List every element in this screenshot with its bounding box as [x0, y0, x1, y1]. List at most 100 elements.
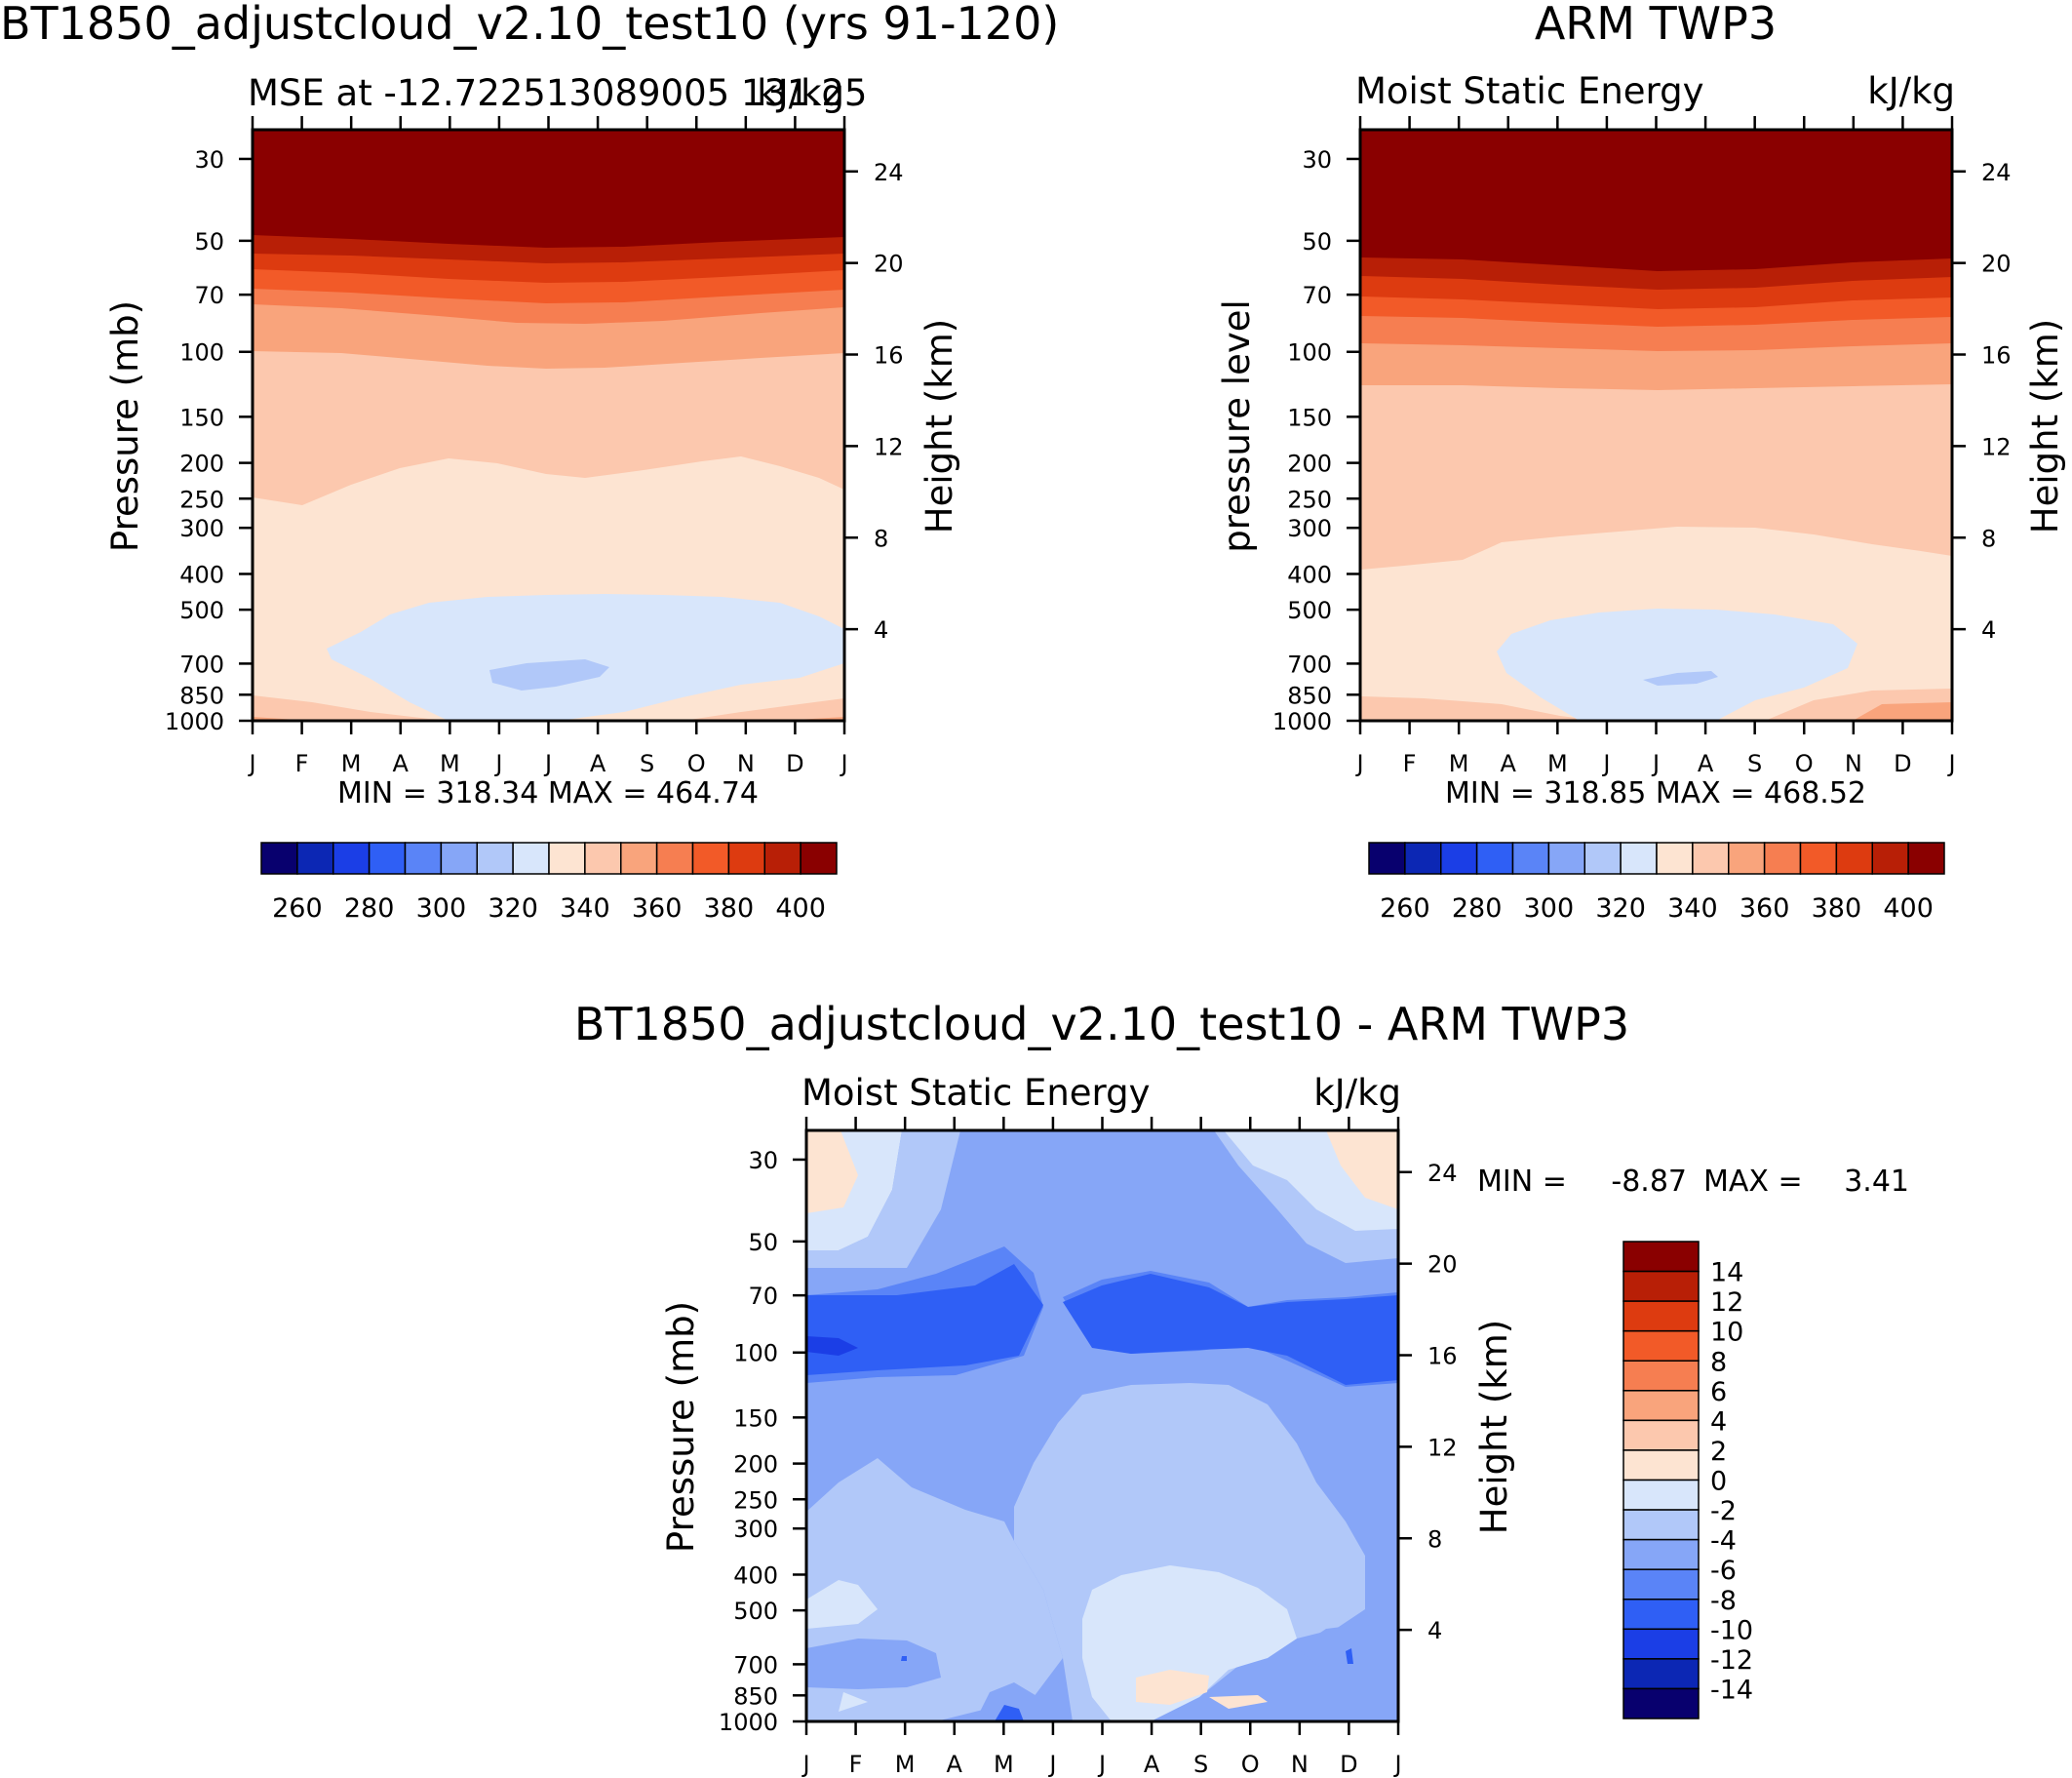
x-tick-label: S: [1747, 750, 1762, 777]
x-tick-label: J: [543, 750, 552, 777]
colorbar-label: 380: [1812, 893, 1862, 924]
colorbar-swatch: [655, 842, 694, 875]
x-tick-label: O: [1795, 750, 1814, 777]
band-320-330: [327, 594, 844, 721]
colorbar-label: 0: [1710, 1467, 1727, 1497]
colorbar-swatch: [1368, 842, 1406, 875]
panel-model: BT1850_adjustcloud_v2.10_test10 (yrs 91-…: [0, 0, 1059, 924]
obs-units: kJ/kg: [1867, 70, 1955, 112]
y-tick-label: 850: [1287, 682, 1332, 709]
colorbar-label: 8: [1710, 1347, 1727, 1377]
x-tick-label: O: [1241, 1751, 1260, 1778]
colorbar-swatch: [1622, 1568, 1700, 1600]
x-tick-label: N: [1291, 1751, 1309, 1778]
y2-tick-label: 4: [1427, 1617, 1442, 1644]
colorbar-label: 320: [488, 893, 538, 924]
model-title: BT1850_adjustcloud_v2.10_test10 (yrs 91-…: [0, 0, 1059, 50]
band-310-320: [1643, 671, 1718, 686]
colorbar-swatch: [1622, 1599, 1700, 1631]
band-above-400: [1360, 130, 1952, 271]
y-tick-label: 700: [733, 1651, 778, 1679]
x-tick-label: A: [1144, 1751, 1160, 1778]
y-tick-label: 250: [1287, 486, 1332, 513]
colorbar-label: 360: [632, 893, 683, 924]
x-tick-label: J: [1097, 1751, 1106, 1778]
obs-y2-label: Height (km): [2024, 319, 2066, 533]
obs-minmax: MIN = 318.85 MAX = 468.52: [1445, 776, 1866, 810]
colorbar-swatch: [1622, 1687, 1700, 1719]
colorbar-label: 400: [775, 893, 826, 924]
colorbar-label: 300: [416, 893, 467, 924]
colorbar-swatch: [584, 842, 622, 875]
colorbar-swatch: [1583, 842, 1622, 875]
obs-contour-field: [1360, 130, 1952, 721]
colorbar-label: 280: [1452, 893, 1503, 924]
x-tick-label: A: [1698, 750, 1714, 777]
colorbar-swatch: [332, 842, 371, 875]
y-tick-label: 400: [733, 1561, 778, 1589]
colorbar-swatch: [1622, 1538, 1700, 1570]
model-contour-field: [253, 130, 844, 721]
x-tick-label: J: [801, 1751, 809, 1778]
colorbar-swatch: [1622, 1509, 1700, 1541]
x-tick-label: D: [786, 750, 803, 777]
obs-title: ARM TWP3: [1535, 0, 1777, 50]
diff-subtitle: Moist Static Energy: [801, 1072, 1150, 1114]
colorbar-swatch: [1404, 842, 1442, 875]
y2-tick-label: 16: [1427, 1343, 1458, 1370]
colorbar-swatch: [1622, 1449, 1700, 1482]
x-tick-label: N: [1845, 750, 1862, 777]
model-colorbar: 260 280 300 320 340 360 380 400: [260, 842, 838, 924]
colorbar-label: -8: [1710, 1586, 1737, 1616]
band-340-350-surface: [253, 695, 844, 721]
y-tick-label: 30: [748, 1147, 778, 1174]
y2-tick-label: 12: [1981, 433, 2012, 460]
y-tick-label: 150: [733, 1404, 778, 1432]
y2-tick-label: 8: [1427, 1525, 1442, 1553]
y2-tick-label: 20: [1981, 251, 2012, 278]
x-tick-label: J: [1651, 750, 1660, 777]
y2-tick-label: 4: [1981, 616, 1996, 644]
model-subtitle: MSE at -12.722513089005 131.25: [248, 72, 867, 114]
x-tick-label: M: [440, 750, 460, 777]
colorbar-swatch: [1622, 1270, 1700, 1302]
x-tick-label: A: [393, 750, 410, 777]
x-tick-label: J: [1392, 1751, 1401, 1778]
y-tick-label: 1000: [165, 708, 224, 735]
x-tick-label: J: [493, 750, 502, 777]
model-units: kJ/kg: [757, 72, 844, 114]
y2-tick-label: 24: [1981, 159, 2012, 186]
band-0-2-ul: [806, 1130, 858, 1213]
y2-tick-label: 12: [874, 433, 904, 460]
y-tick-label: 200: [1287, 451, 1332, 478]
y-tick-label: 500: [1287, 597, 1332, 624]
y2-tick-label: 12: [1427, 1434, 1458, 1461]
colorbar-swatch: [1907, 842, 1945, 875]
colorbar-swatch: [440, 842, 478, 875]
y-tick-label: 300: [179, 515, 224, 542]
obs-y-label: pressure level: [1216, 299, 1258, 553]
colorbar-swatch: [1440, 842, 1478, 875]
x-tick-label: S: [640, 750, 654, 777]
y-tick-label: 300: [733, 1516, 778, 1543]
x-tick-label: A: [1501, 750, 1517, 777]
model-y-label: Pressure (mb): [104, 300, 146, 552]
panel-difference: BT1850_adjustcloud_v2.10_test10 - ARM TW…: [574, 998, 1909, 1778]
colorbar-label: 320: [1595, 893, 1646, 924]
y-tick-label: 400: [179, 561, 224, 588]
diff-y-label: Pressure (mb): [660, 1301, 702, 1553]
y-tick-label: 70: [1302, 282, 1332, 309]
colorbar-swatch: [1728, 842, 1766, 875]
colorbar-swatch: [512, 842, 550, 875]
colorbar-swatch: [260, 842, 298, 875]
y-tick-label: 850: [733, 1682, 778, 1710]
y-tick-label: 200: [733, 1451, 778, 1479]
colorbar-label: -2: [1710, 1496, 1737, 1526]
colorbar-label: 12: [1710, 1287, 1743, 1318]
colorbar-label: 260: [1380, 893, 1430, 924]
colorbar-label: -12: [1710, 1645, 1753, 1676]
colorbar-label: 4: [1710, 1406, 1727, 1437]
y-tick-label: 150: [1287, 404, 1332, 431]
x-tick-label: F: [849, 1751, 863, 1778]
y2-tick-label: 16: [874, 342, 904, 370]
